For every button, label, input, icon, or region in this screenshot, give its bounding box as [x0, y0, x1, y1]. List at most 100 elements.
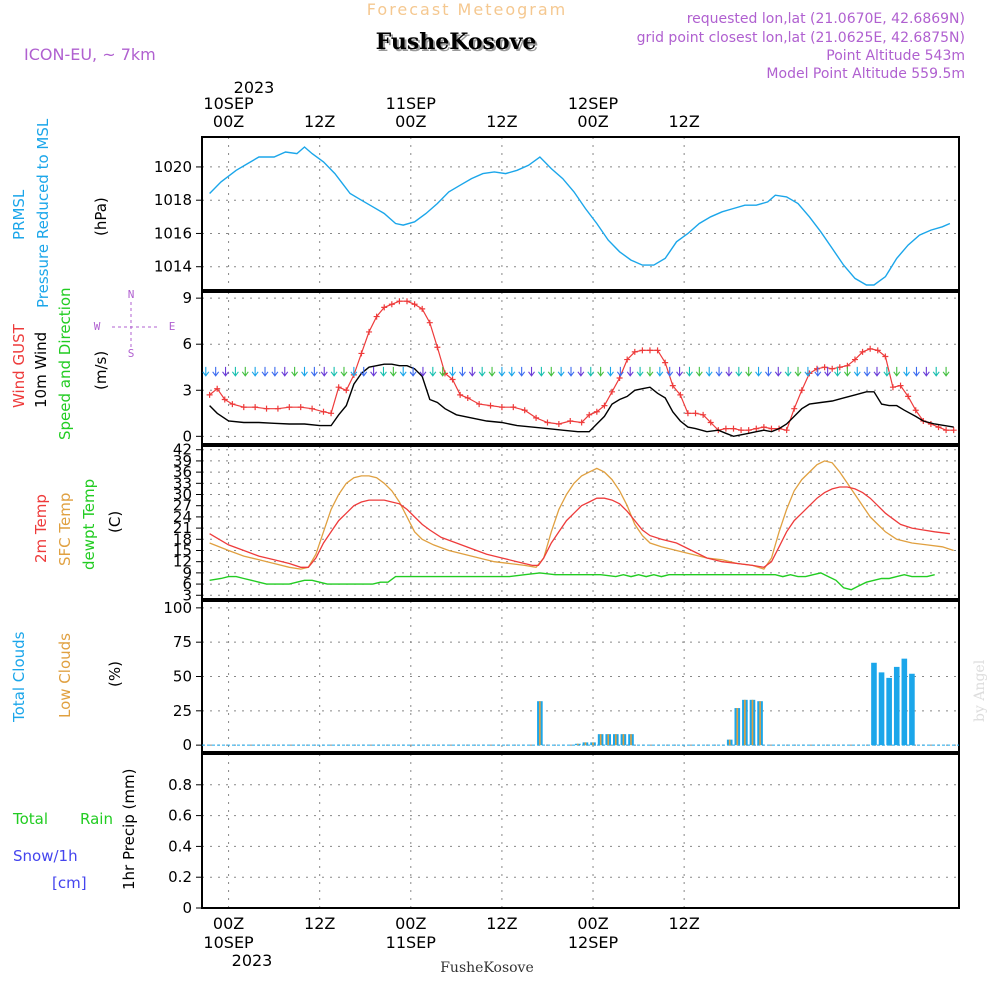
wind-direction-arrow: [380, 366, 387, 377]
top-time-label: 00Z: [213, 112, 244, 131]
wind-direction-arrow: [360, 366, 368, 377]
gust-marker: [738, 427, 745, 434]
wind-direction-arrow: [587, 366, 595, 377]
wind-direction-arrow: [942, 366, 950, 377]
bottom-time-label: 12Z: [304, 914, 335, 933]
gust-marker: [464, 394, 471, 401]
gust-marker: [646, 347, 653, 354]
model-altitude: Model Point Altitude 559.5m: [766, 66, 965, 82]
wind-direction-arrow: [745, 366, 753, 377]
gust-marker: [533, 414, 540, 421]
gust-marker: [457, 391, 464, 398]
label-temp-unit: (C): [106, 511, 124, 533]
y-tick-label: 0.8: [168, 776, 192, 794]
gust-marker: [578, 419, 585, 426]
wind10m-line: [209, 363, 954, 438]
bottom-date-label: 12SEP: [568, 933, 619, 952]
wind-direction-arrow: [774, 366, 782, 377]
gust-marker: [768, 425, 775, 432]
wind-direction-arrow: [903, 366, 911, 377]
gust-line: [209, 300, 954, 431]
wind-direction-arrow: [607, 366, 614, 377]
gust-marker: [221, 396, 228, 403]
y-tick-label: 9: [182, 289, 192, 307]
top-date-label: 10SEP: [203, 94, 254, 113]
wind-direction-arrow: [370, 366, 378, 377]
gust-marker: [358, 350, 365, 357]
top-time-label: 12Z: [668, 112, 699, 131]
gust-marker: [889, 384, 896, 391]
panel-frame-precip: [201, 753, 960, 909]
wind-direction-arrow: [626, 366, 634, 377]
label-dewpt-temp: dewpt Temp: [80, 479, 98, 570]
wind-direction-arrow: [251, 366, 259, 377]
gust-marker: [297, 404, 304, 411]
bottom-time-label: 12Z: [486, 914, 517, 933]
chart-title: Forecast Meteogram: [367, 0, 567, 19]
wind-direction-arrow: [547, 366, 555, 377]
y-tick-label: 1014: [154, 258, 192, 276]
gust-marker: [859, 348, 866, 355]
low-clouds-bar: [615, 734, 617, 746]
y-tick-label: 25: [173, 702, 192, 720]
gust-marker: [476, 401, 483, 408]
wind-direction-arrow: [449, 366, 457, 377]
top-time-label: 00Z: [577, 112, 608, 131]
compass-s: S: [128, 347, 135, 360]
gust-marker: [950, 427, 957, 434]
gust-marker: [328, 410, 335, 417]
gust-marker: [214, 385, 221, 392]
low-clouds-bar: [751, 699, 754, 746]
label-10m-wind: 10m Wind: [32, 332, 50, 408]
wind-direction-arrow: [478, 366, 486, 377]
wind-direction-arrow: [666, 366, 674, 377]
wind-direction-arrow: [301, 366, 308, 377]
low-clouds-bar: [599, 734, 602, 746]
location-title: FusheKosove: [376, 29, 537, 55]
gust-marker: [320, 408, 327, 415]
gust-marker: [274, 405, 281, 412]
wind-direction-arrow: [725, 366, 733, 377]
y-tick-label: 12: [173, 553, 192, 571]
total-clouds-bar: [871, 662, 877, 746]
bottom-time-label: 00Z: [395, 914, 426, 933]
label-clouds-unit: (%): [106, 661, 124, 687]
wind-direction-arrow: [409, 366, 417, 377]
y-tick-label: 1016: [154, 224, 192, 242]
top-date-label: 11SEP: [386, 94, 437, 113]
y-tick-label: 42: [173, 441, 192, 459]
bottom-date-label: 10SEP: [203, 933, 254, 952]
y-tick-label: 6: [182, 575, 192, 593]
low-clouds-bar: [592, 742, 594, 746]
panel-frame-wind: [201, 291, 960, 445]
panel-clouds: 0 25 50 75 100: [163, 599, 960, 754]
gust-marker: [388, 301, 395, 308]
gust-marker: [309, 405, 316, 412]
gust-marker: [783, 427, 790, 434]
gust-marker: [419, 305, 426, 312]
low-clouds-bar: [630, 734, 632, 746]
gust-marker: [396, 298, 403, 305]
wind-direction-arrow: [419, 366, 427, 377]
gust-marker: [286, 404, 293, 411]
wind-direction-arrow: [913, 366, 920, 377]
compass-w: W: [94, 320, 101, 333]
wind-direction-arrow: [271, 366, 279, 377]
gust-marker: [567, 417, 574, 424]
wind-direction-arrow: [834, 366, 841, 377]
sfc-temp-line: [209, 460, 954, 570]
wind-direction-arrow: [212, 366, 220, 377]
top-time-label: 00Z: [395, 112, 426, 131]
low-clouds-bar: [577, 743, 579, 746]
gust-marker: [631, 348, 638, 355]
wind-direction-arrow: [784, 366, 792, 377]
low-clouds-bar: [744, 699, 746, 746]
total-clouds-bar: [878, 672, 885, 746]
label-prmsl-long: Pressure Reduced to MSL: [34, 118, 52, 308]
gust-marker: [601, 402, 608, 409]
panel-precip: 0 0.2 0.4 0.6 0.8: [168, 753, 960, 917]
y-tick-label: 3: [182, 586, 192, 604]
wind-direction-arrow: [824, 366, 832, 377]
wind-direction-arrow: [932, 366, 940, 377]
wind-direction-arrow: [794, 366, 802, 377]
